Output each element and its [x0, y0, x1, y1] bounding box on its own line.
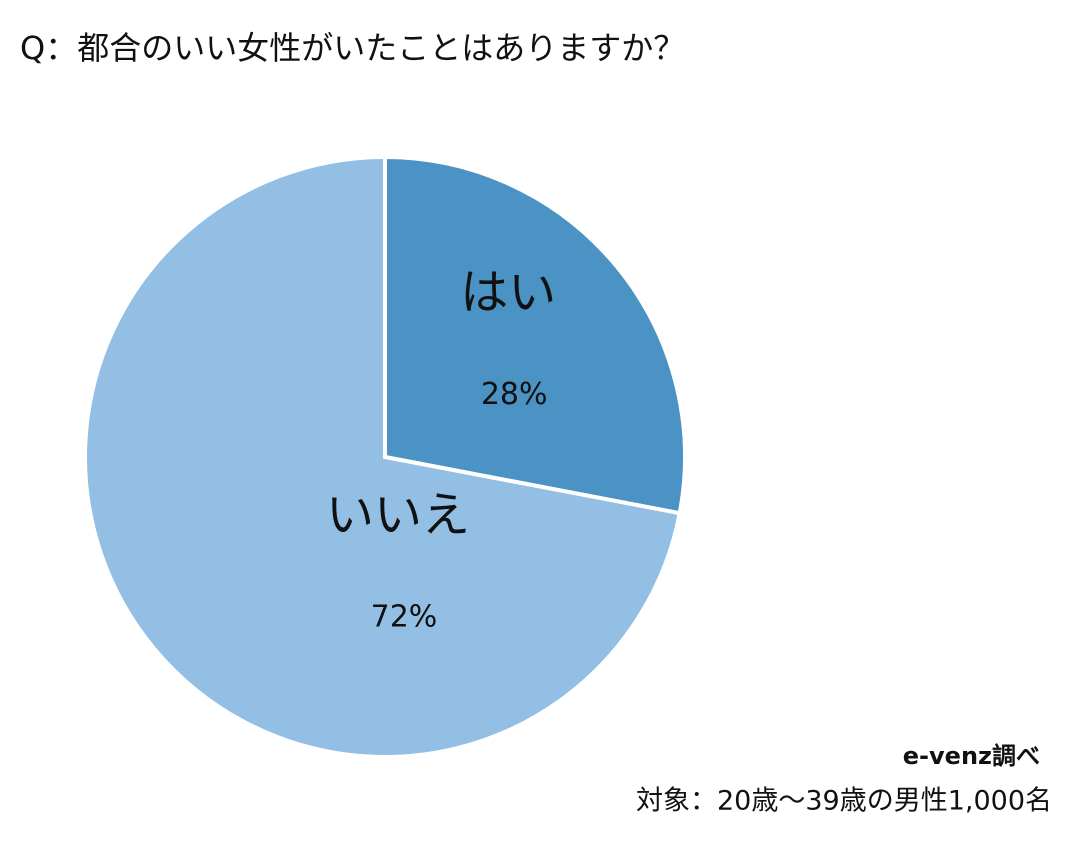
pie-slice: [83, 154, 683, 759]
slice-label: はい: [460, 265, 556, 321]
source: e-venz調べ: [903, 742, 1040, 770]
slice-label: いいえ: [326, 487, 470, 543]
value-label: 28%: [481, 377, 548, 412]
chart-title: Q：都合のいい女性がいたことはありますか？: [20, 29, 685, 67]
value-label: 72%: [371, 600, 438, 635]
pie: [83, 154, 687, 759]
note: 対象：20歳～39歳の男性1,000名: [636, 786, 1052, 817]
pie-slice: [383, 154, 687, 516]
